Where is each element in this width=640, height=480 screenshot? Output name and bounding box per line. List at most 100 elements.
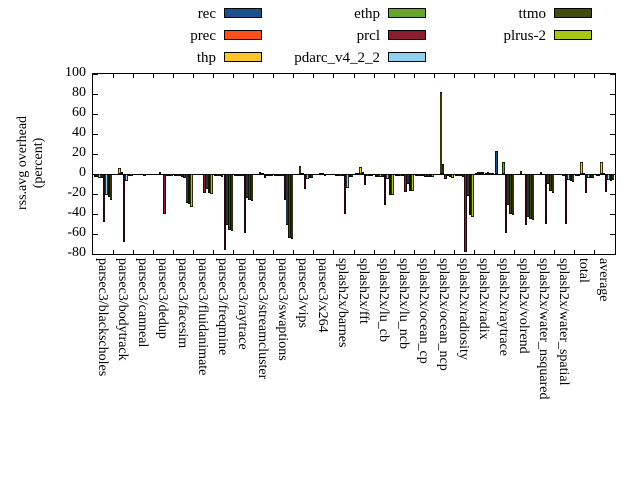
bar-prcl [364,174,367,185]
bar-prec [276,174,280,176]
bar-prcl [504,174,507,233]
y-tick [610,233,615,235]
legend-swatch [554,30,592,40]
x-tick [313,250,315,254]
x-category-label: splash2x/fft [355,258,371,324]
x-category-label: parsec3/blackscholes [94,258,110,377]
x-category-label: splash2x/radiosity [455,258,471,360]
bar-ttmo [569,174,572,181]
legend-swatch [224,52,262,62]
x-tick [453,250,455,254]
y-tick-label: 60 [72,105,86,120]
y-tick [93,253,98,255]
bar-prcl [424,174,427,177]
bar-ttmo [589,174,592,178]
y-tick [610,93,615,95]
bar-ethp [181,174,184,177]
bar-thp [379,174,382,177]
y-tick [610,193,615,195]
legend-swatch [388,8,426,18]
bar-ttmo [107,174,111,197]
bar-rec [173,174,177,176]
bar-pdarc_v4_2_2 [547,174,550,184]
x-tick [192,250,194,254]
bar-plrus-2 [170,174,173,176]
bar-pdarc_v4_2_2 [446,174,450,176]
bar-ttmo [609,174,612,181]
x-category-label: parsec3/dedup [154,258,170,339]
y-tick [93,93,98,95]
x-tick [494,74,496,78]
bar-prec [95,174,99,177]
bar-ethp [160,174,164,175]
x-tick [132,74,134,78]
bar-ethp [482,172,485,174]
bar-prec [256,174,259,175]
bar-thp [258,172,262,174]
legend-label: plrus-2 [503,28,547,44]
bar-pdarc_v4_2_2 [386,174,389,179]
x-tick [233,250,235,254]
x-category-label: splash2x/ocean_ncp [435,258,451,371]
bar-ttmo [308,174,311,178]
bar-pdarc_v4_2_2 [105,174,108,195]
x-tick [333,74,335,78]
bar-prec [577,174,581,176]
bar-ethp [221,174,224,177]
x-tick [393,74,395,78]
x-category-label: splash2x/raytrace [496,258,512,356]
bar-thp [279,174,282,176]
bar-rec [354,173,357,174]
x-tick [373,74,375,78]
x-category-label: splash2x/barnes [335,258,351,348]
bar-ethp [100,174,104,178]
y-tick [610,73,615,75]
x-category-label: parsec3/canneal [134,258,150,348]
bar-plrus-2 [371,174,374,176]
x-tick [132,250,134,254]
bar-pdarc_v4_2_2 [326,174,329,175]
x-tick [353,250,355,254]
bar-prec [136,174,139,175]
bar-ethp [421,174,425,176]
bar-ttmo [188,174,191,204]
bar-plrus-2 [250,174,253,201]
x-tick [373,250,375,254]
x-tick [233,74,235,78]
bar-plrus-2 [571,174,575,182]
bar-ethp [442,164,445,174]
y-tick [610,213,615,215]
x-category-label: splash2x/lu_cb [375,258,391,342]
x-tick [293,74,295,78]
bar-prcl [584,174,588,193]
y-tick [93,133,98,135]
legend-label: ttmo [518,6,546,22]
bar-thp [519,171,523,174]
bar-ttmo [208,174,211,193]
x-tick [273,250,275,254]
bar-ttmo [388,174,392,195]
bar-prcl [163,174,166,214]
legend-label: thp [196,50,216,66]
bar-ttmo [167,174,171,176]
zero-line [93,173,615,175]
bar-prcl [283,174,287,200]
bar-plrus-2 [551,174,555,193]
legend-swatch [388,30,426,40]
x-category-label: parsec3/bodytrack [114,258,130,361]
bar-thp [158,172,161,174]
bar-ethp [281,174,284,176]
bar-plrus-2 [531,174,535,220]
bar-rec [495,151,498,174]
bar-ethp [341,174,344,176]
bar-thp [299,166,302,174]
bar-prec [296,174,300,175]
bar-ttmo [489,173,492,174]
bar-prec [356,173,360,174]
bar-plrus-2 [431,174,434,177]
bar-ethp [602,173,605,174]
y-tick-label: 100 [65,65,86,80]
y-tick-label: -60 [67,225,86,240]
bar-prcl [484,173,487,174]
bar-ethp [241,174,244,176]
